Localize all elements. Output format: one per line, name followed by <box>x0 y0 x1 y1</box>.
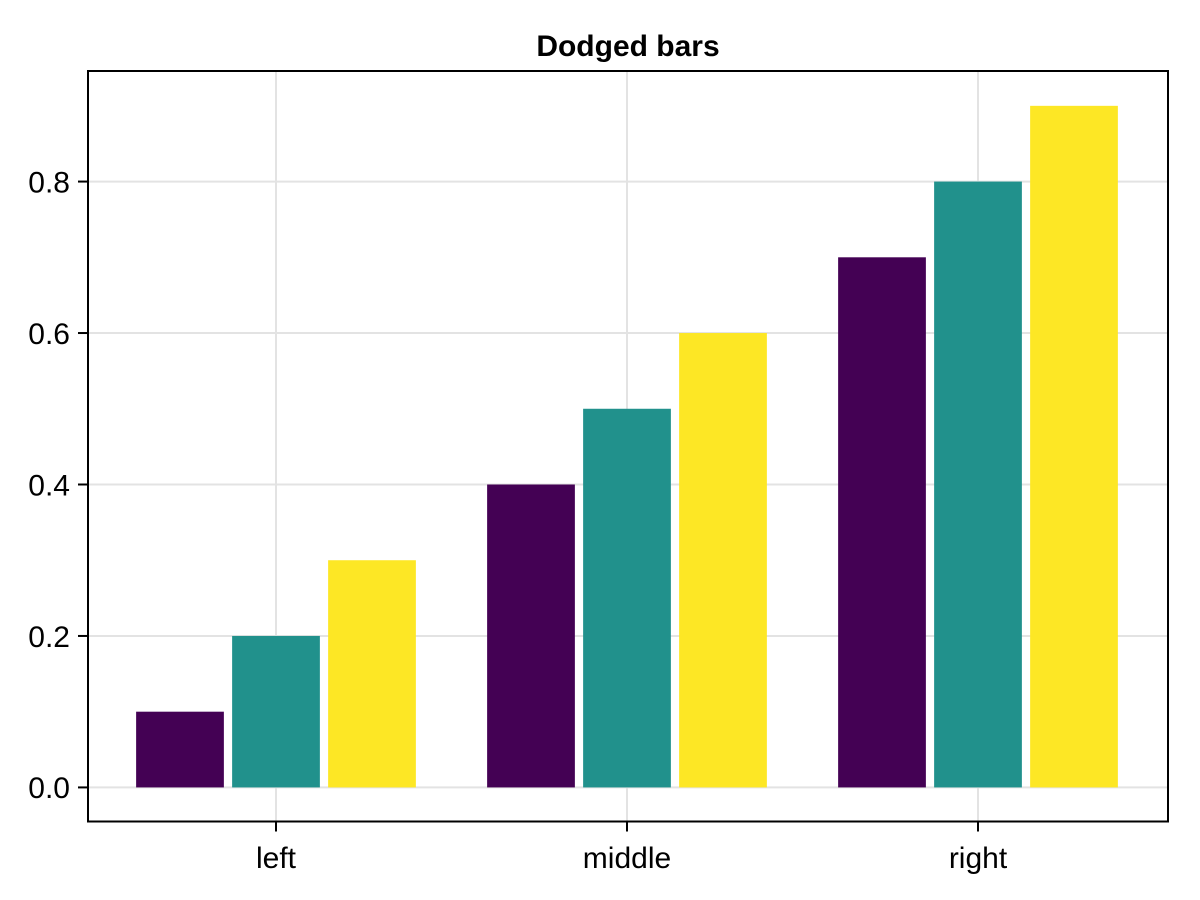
x-tick-label: middle <box>583 842 671 875</box>
x-tick-label: right <box>949 842 1008 875</box>
bar-middle-3 <box>679 333 767 788</box>
plot-border <box>87 70 1169 823</box>
bar-middle-1 <box>487 484 575 788</box>
bar-middle-2 <box>583 408 671 788</box>
y-tick-label: 0.4 <box>28 469 70 502</box>
bar-left-1 <box>136 711 224 788</box>
tick-labels: left middle right 0.0 0.2 0.4 0.6 0.8 <box>28 166 1008 875</box>
y-tick-label: 0.6 <box>28 318 70 351</box>
bar-right-3 <box>1030 105 1118 788</box>
x-tick-label: left <box>256 842 297 875</box>
y-tick-label: 0.8 <box>28 166 70 199</box>
bar-left-2 <box>232 635 320 788</box>
bar-right-2 <box>934 181 1022 788</box>
chart-title: Dodged bars <box>536 30 719 63</box>
y-tick-label: 0.2 <box>28 621 70 654</box>
bar-left-3 <box>328 560 416 788</box>
bars <box>136 105 1118 788</box>
bar-right-1 <box>838 257 926 788</box>
y-tick-label: 0.0 <box>28 772 70 805</box>
tick-marks <box>78 180 980 832</box>
